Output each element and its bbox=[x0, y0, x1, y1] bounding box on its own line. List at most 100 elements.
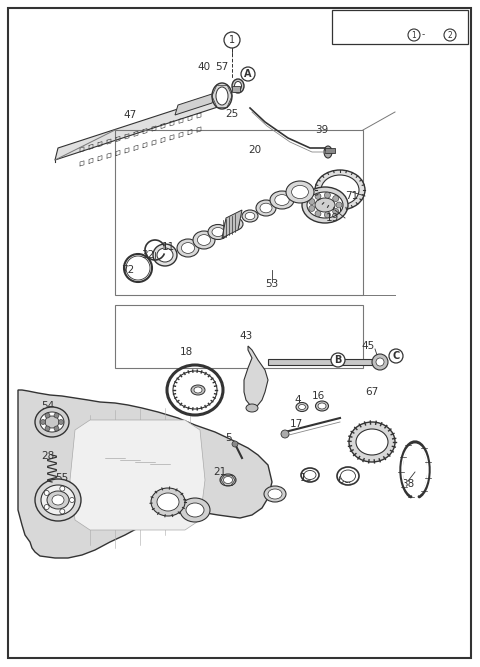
Ellipse shape bbox=[52, 495, 64, 505]
Ellipse shape bbox=[193, 231, 215, 249]
Circle shape bbox=[54, 426, 59, 431]
Ellipse shape bbox=[356, 429, 388, 455]
Circle shape bbox=[389, 349, 403, 363]
Bar bbox=[325, 148, 335, 153]
Circle shape bbox=[336, 202, 342, 208]
Ellipse shape bbox=[191, 385, 205, 395]
Circle shape bbox=[59, 420, 63, 424]
Text: 32: 32 bbox=[142, 250, 155, 260]
Ellipse shape bbox=[216, 87, 228, 105]
Ellipse shape bbox=[181, 243, 194, 253]
Text: 39: 39 bbox=[315, 125, 329, 135]
Ellipse shape bbox=[180, 498, 210, 522]
Ellipse shape bbox=[186, 503, 204, 517]
Circle shape bbox=[333, 208, 339, 214]
Text: 47: 47 bbox=[123, 110, 137, 120]
Text: 25: 25 bbox=[226, 109, 239, 119]
Ellipse shape bbox=[256, 200, 276, 216]
Polygon shape bbox=[222, 210, 242, 238]
Ellipse shape bbox=[315, 401, 328, 411]
Ellipse shape bbox=[212, 227, 224, 237]
Text: 71: 71 bbox=[346, 191, 359, 201]
Circle shape bbox=[376, 358, 384, 366]
Circle shape bbox=[45, 413, 50, 418]
Polygon shape bbox=[244, 346, 268, 408]
Ellipse shape bbox=[157, 248, 173, 262]
Text: 50: 50 bbox=[181, 505, 194, 515]
Ellipse shape bbox=[321, 175, 359, 205]
Ellipse shape bbox=[177, 239, 199, 257]
Circle shape bbox=[281, 430, 289, 438]
Ellipse shape bbox=[224, 476, 232, 484]
Ellipse shape bbox=[246, 404, 258, 412]
Text: THE NO. 1 :: THE NO. 1 : bbox=[338, 31, 389, 39]
Ellipse shape bbox=[225, 217, 243, 231]
Ellipse shape bbox=[275, 195, 289, 205]
Circle shape bbox=[309, 205, 315, 211]
Ellipse shape bbox=[220, 474, 236, 486]
Bar bbox=[232, 86, 240, 92]
Ellipse shape bbox=[208, 225, 228, 239]
Text: 16: 16 bbox=[312, 391, 324, 401]
Text: 18: 18 bbox=[180, 347, 192, 357]
Text: A: A bbox=[244, 69, 252, 79]
Ellipse shape bbox=[126, 256, 150, 280]
Circle shape bbox=[444, 29, 456, 41]
Text: 7: 7 bbox=[199, 381, 205, 391]
Polygon shape bbox=[70, 420, 205, 530]
Text: 19: 19 bbox=[325, 213, 338, 223]
Text: 13: 13 bbox=[300, 473, 312, 483]
Ellipse shape bbox=[260, 203, 272, 213]
Text: 15: 15 bbox=[265, 491, 278, 501]
Ellipse shape bbox=[302, 187, 348, 223]
Ellipse shape bbox=[340, 470, 356, 482]
Circle shape bbox=[309, 199, 315, 205]
Ellipse shape bbox=[47, 491, 69, 509]
Ellipse shape bbox=[40, 412, 64, 432]
Circle shape bbox=[232, 441, 238, 447]
Circle shape bbox=[333, 195, 339, 201]
Ellipse shape bbox=[292, 185, 308, 199]
Text: 70: 70 bbox=[161, 489, 175, 499]
Circle shape bbox=[324, 192, 330, 198]
Text: 28: 28 bbox=[41, 451, 55, 461]
Text: 2: 2 bbox=[448, 31, 452, 39]
Text: 43: 43 bbox=[240, 331, 252, 341]
Circle shape bbox=[315, 211, 321, 217]
Circle shape bbox=[54, 413, 59, 418]
Ellipse shape bbox=[232, 79, 244, 93]
Ellipse shape bbox=[286, 181, 314, 203]
Circle shape bbox=[241, 67, 255, 81]
Text: 21: 21 bbox=[214, 467, 227, 477]
Circle shape bbox=[70, 498, 74, 502]
Ellipse shape bbox=[153, 244, 177, 266]
Text: 67: 67 bbox=[365, 387, 379, 397]
Ellipse shape bbox=[228, 220, 240, 228]
Circle shape bbox=[60, 486, 65, 491]
Text: 1: 1 bbox=[412, 31, 416, 39]
Text: B: B bbox=[334, 355, 342, 365]
Circle shape bbox=[224, 32, 240, 48]
Text: C: C bbox=[392, 351, 400, 361]
Text: 38: 38 bbox=[401, 479, 415, 489]
Circle shape bbox=[372, 354, 388, 370]
Polygon shape bbox=[55, 92, 230, 160]
Ellipse shape bbox=[315, 170, 365, 210]
Ellipse shape bbox=[270, 191, 294, 209]
Circle shape bbox=[408, 29, 420, 41]
Ellipse shape bbox=[35, 407, 69, 437]
Ellipse shape bbox=[268, 489, 282, 499]
Circle shape bbox=[44, 490, 49, 496]
Ellipse shape bbox=[197, 235, 211, 245]
Ellipse shape bbox=[299, 404, 305, 410]
Bar bbox=[268, 359, 378, 365]
Bar bbox=[332, 10, 468, 44]
Circle shape bbox=[44, 504, 49, 510]
Text: 5: 5 bbox=[225, 433, 231, 443]
Ellipse shape bbox=[173, 371, 217, 409]
Ellipse shape bbox=[242, 210, 258, 222]
Ellipse shape bbox=[245, 212, 255, 219]
Text: 11: 11 bbox=[161, 242, 175, 252]
Ellipse shape bbox=[151, 488, 185, 516]
Circle shape bbox=[315, 193, 321, 199]
